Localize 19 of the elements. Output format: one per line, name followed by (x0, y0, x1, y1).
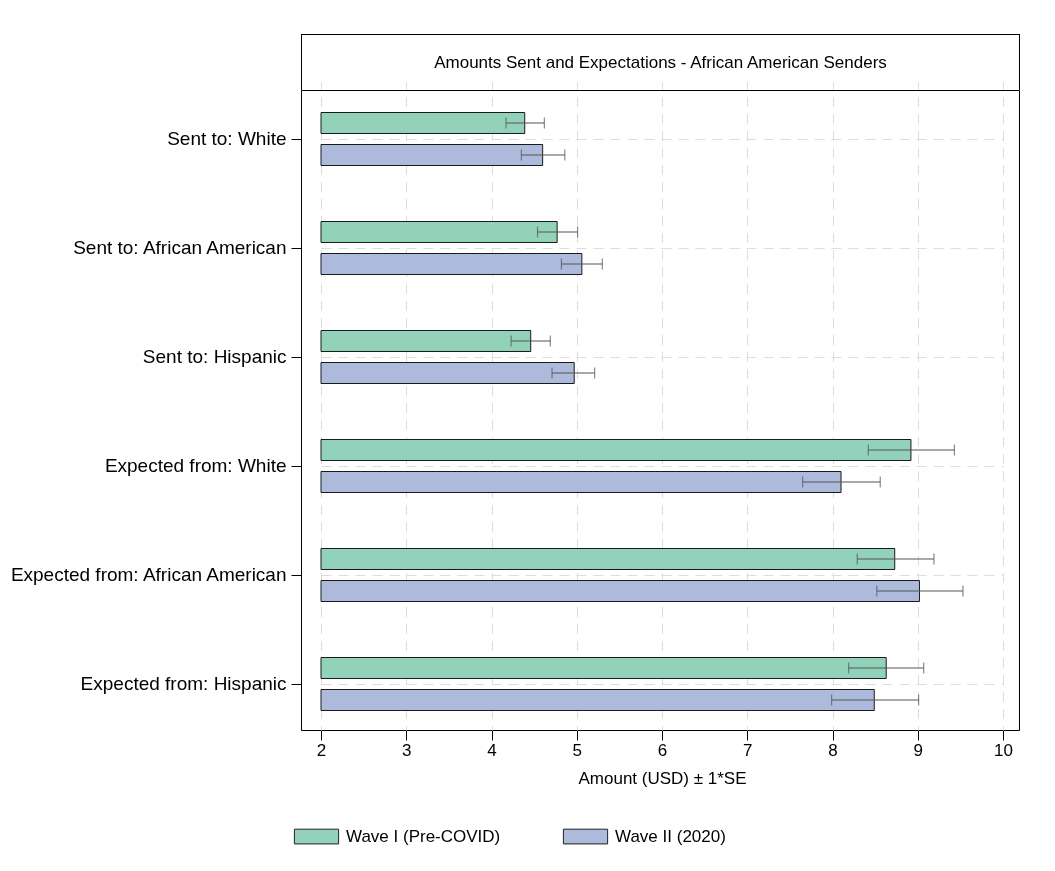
y-tick-label: Sent to: African American (73, 237, 287, 258)
y-tick-label: Expected from: African American (10, 564, 287, 585)
x-tick-label: 8 (828, 740, 838, 760)
x-tick-label: 3 (402, 740, 412, 760)
y-tick-label: Sent to: White (167, 128, 287, 149)
legend-label: Wave I (Pre-COVID) (346, 826, 501, 846)
y-tick-label: Expected from: White (104, 455, 287, 476)
chart-title: Amounts Sent and Expectations - African American Senders (434, 52, 887, 73)
x-tick-label: 9 (913, 740, 923, 760)
y-tick-label: Expected from: Hispanic (80, 673, 287, 694)
x-tick-label: 2 (316, 740, 327, 760)
x-tick-label: 6 (657, 740, 668, 760)
x-axis-title: Amount (USD) ± 1*SE (578, 768, 747, 788)
x-tick-label: 4 (487, 740, 497, 760)
x-tick-label: 7 (743, 740, 753, 760)
legend-label: Wave II (2020) (615, 826, 726, 846)
x-tick-label: 5 (572, 740, 582, 760)
x-tick-label: 10 (994, 740, 1013, 760)
y-tick-label: Sent to: Hispanic (142, 346, 287, 367)
